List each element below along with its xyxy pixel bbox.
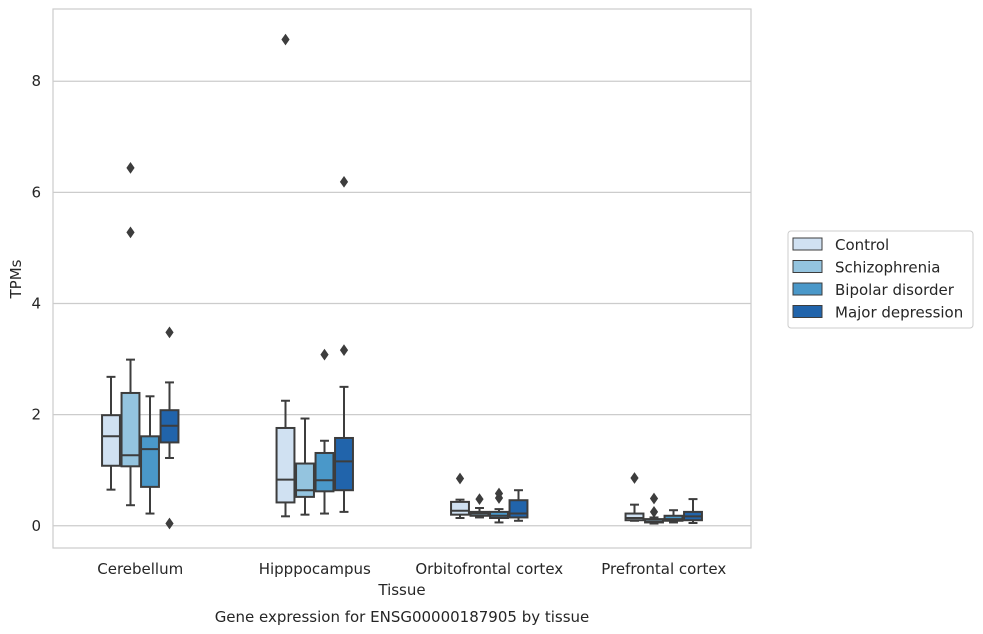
y-axis-ticks: 0 2 4 6 8	[31, 72, 41, 535]
legend-label: Bipolar disorder	[835, 281, 955, 299]
x-tick-label: Prefrontal cortex	[601, 560, 726, 578]
outlier-point	[630, 472, 639, 484]
box-schizophrenia	[469, 493, 490, 519]
x-tick-label: Hipppocampus	[259, 560, 371, 578]
legend-label: Major depression	[835, 304, 963, 322]
box-schizophrenia	[295, 417, 315, 516]
outlier-point	[339, 344, 349, 357]
outlier-point	[455, 472, 465, 485]
outlier-point	[649, 492, 659, 505]
outlier-point	[165, 326, 174, 339]
x-tick-label: Orbitofrontal cortex	[415, 560, 563, 578]
box-major-depression	[334, 175, 354, 513]
box-bipolar-disorder	[140, 395, 160, 515]
iqr-box	[450, 500, 470, 516]
box-schizophrenia	[644, 492, 664, 525]
legend-swatch	[792, 282, 823, 296]
box-schizophrenia	[120, 162, 141, 507]
box-bipolar-disorder	[314, 348, 335, 515]
box-control	[275, 33, 296, 518]
outlier-point	[494, 487, 504, 500]
legend-swatch	[792, 260, 823, 273]
iqr-box	[120, 391, 141, 468]
box-control	[101, 375, 121, 491]
iqr-box	[275, 426, 296, 504]
outlier-point	[475, 493, 484, 505]
box-major-depression	[683, 498, 703, 524]
outlier-point	[649, 506, 659, 518]
y-tick-label: 2	[31, 406, 41, 424]
iqr-box	[624, 512, 645, 522]
box-major-depression	[159, 326, 180, 530]
box-series	[101, 33, 703, 530]
legend-label: Control	[835, 236, 889, 254]
outlier-point	[339, 175, 349, 188]
y-tick-label: 4	[31, 295, 41, 313]
y-tick-label: 8	[31, 72, 41, 90]
iqr-box	[101, 414, 121, 467]
box-bipolar-disorder	[489, 487, 509, 524]
box-control	[624, 472, 645, 522]
box-major-depression	[508, 489, 529, 522]
iqr-box	[140, 435, 160, 488]
chart-caption: Gene expression for ENSG00000187905 by t…	[215, 608, 590, 626]
y-tick-label: 0	[31, 517, 41, 535]
legend-frame	[787, 230, 974, 329]
y-axis-label: TPMs	[7, 259, 25, 299]
legend-swatch	[792, 305, 823, 318]
legend: Control Schizophrenia Bipolar disorder Majo…	[787, 230, 974, 329]
outlier-point	[126, 226, 135, 239]
x-axis-label: Tissue	[377, 581, 425, 599]
iqr-box	[508, 499, 529, 519]
y-tick-label: 6	[31, 183, 41, 201]
x-axis-ticks: Cerebellum Hipppocampus Orbitofrontal cort…	[97, 560, 726, 578]
outlier-point	[126, 162, 135, 174]
box-control	[450, 472, 470, 519]
iqr-box	[334, 436, 354, 492]
legend-swatch	[792, 237, 823, 251]
box-bipolar-disorder	[663, 509, 684, 524]
outlier-point	[281, 33, 290, 46]
iqr-box	[314, 451, 335, 493]
outlier-point	[320, 348, 329, 361]
legend-label: Schizophrenia	[835, 259, 940, 277]
outlier-point	[165, 517, 174, 530]
x-tick-label: Cerebellum	[97, 560, 183, 578]
iqr-box	[295, 462, 315, 498]
